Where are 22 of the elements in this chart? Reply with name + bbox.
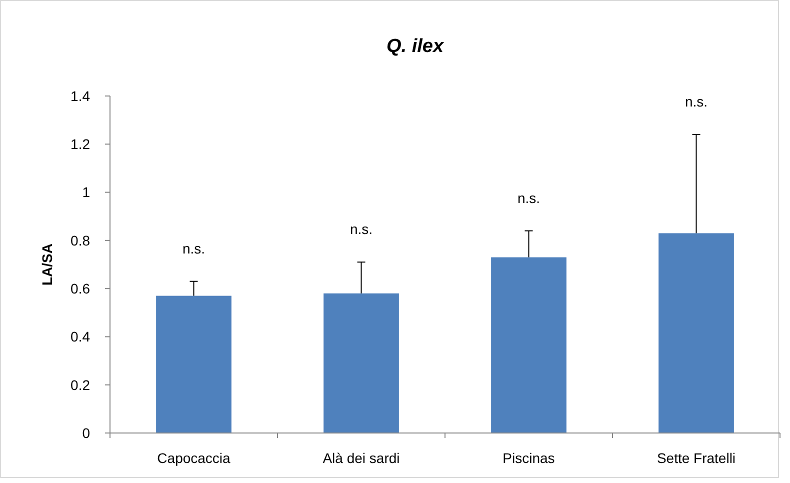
bar — [156, 296, 232, 433]
x-tick-label: Piscinas — [502, 450, 555, 466]
y-tick-label: 1 — [82, 184, 90, 200]
y-tick-label: 0.8 — [70, 232, 90, 248]
bar — [491, 257, 566, 433]
y-tick-label: 1.4 — [70, 88, 90, 104]
annotation: n.s. — [350, 221, 373, 238]
y-tick-label: 1.2 — [70, 136, 90, 152]
x-tick-label: Alà dei sardi — [322, 450, 400, 466]
annotation: n.s. — [517, 190, 540, 206]
bar — [324, 293, 399, 433]
chart-title: Q. ilex — [386, 36, 445, 57]
x-tick-label: Sette Fratelli — [656, 450, 736, 466]
bar — [658, 233, 734, 433]
x-tick-label: Capocaccia — [157, 450, 231, 466]
y-tick-label: 0.6 — [70, 280, 90, 296]
y-tick-label: 0.2 — [70, 376, 90, 393]
annotation: n.s. — [684, 94, 708, 110]
annotation: n.s. — [182, 240, 206, 256]
y-tick-label: 0.4 — [70, 328, 90, 345]
y-axis-title: LA/SA — [39, 244, 55, 286]
y-tick-label: 0 — [82, 424, 90, 441]
